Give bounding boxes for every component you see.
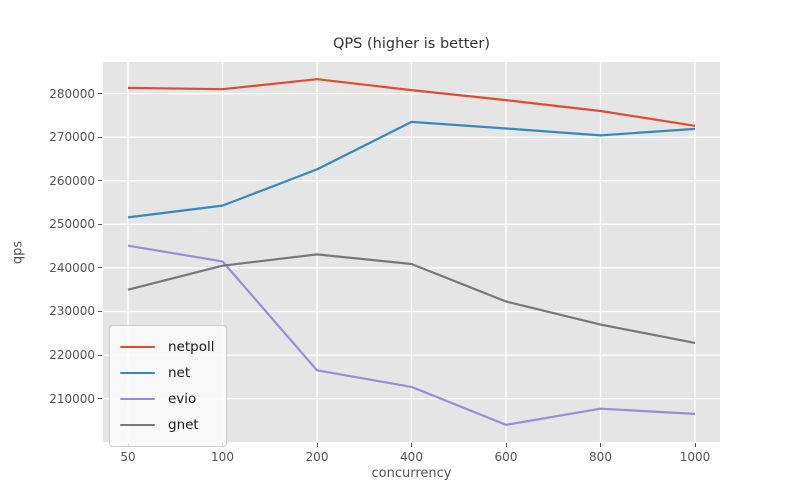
legend-label: evio xyxy=(168,391,197,407)
legend-item-gnet: gnet xyxy=(120,412,226,438)
x-tick-mark xyxy=(316,443,318,447)
legend-label: net xyxy=(168,365,191,381)
y-tick-label: 210000 xyxy=(49,391,95,406)
y-tick-mark xyxy=(98,136,102,138)
legend: netpoll net evio gnet xyxy=(109,325,227,447)
y-tick-label: 250000 xyxy=(49,217,95,232)
x-tick-label: 400 xyxy=(400,450,423,464)
x-tick-mark xyxy=(694,443,696,447)
legend-item-net: net xyxy=(120,360,226,386)
y-tick-label: 270000 xyxy=(49,130,95,145)
y-tick-mark xyxy=(98,223,102,225)
y-tick-label: 260000 xyxy=(49,173,95,188)
x-tick-label: 200 xyxy=(305,450,329,464)
x-tick-mark xyxy=(505,443,507,447)
y-tick-label: 220000 xyxy=(49,348,95,363)
chart-title: QPS (higher is better) xyxy=(333,36,490,52)
y-tick-label: 240000 xyxy=(49,260,95,275)
legend-label: gnet xyxy=(168,417,199,433)
y-tick-label: 280000 xyxy=(49,86,95,101)
series-line-gnet xyxy=(127,253,696,344)
legend-item-netpoll: netpoll xyxy=(120,334,226,360)
legend-line-swatch xyxy=(120,423,155,427)
legend-line-swatch xyxy=(120,345,155,349)
legend-line-swatch xyxy=(120,371,155,375)
series-line-net xyxy=(127,120,696,219)
x-tick-label: 800 xyxy=(589,450,612,464)
legend-line-swatch xyxy=(120,397,155,401)
y-tick-label: 230000 xyxy=(49,304,95,319)
x-tick-label: 600 xyxy=(494,450,518,464)
x-tick-mark xyxy=(600,443,601,447)
y-tick-mark xyxy=(98,310,102,312)
series-line-netpoll xyxy=(127,78,696,127)
x-tick-mark xyxy=(411,443,412,447)
y-tick-mark xyxy=(98,267,102,269)
legend-label: netpoll xyxy=(168,339,215,355)
x-tick-label: 50 xyxy=(120,450,136,464)
x-axis-label: concurrency xyxy=(371,466,452,481)
y-tick-mark xyxy=(98,354,102,356)
y-tick-mark xyxy=(98,93,102,95)
y-tick-mark xyxy=(98,398,102,400)
x-tick-label: 100 xyxy=(211,450,234,464)
plot-canvas xyxy=(103,62,720,442)
legend-item-evio: evio xyxy=(120,386,226,412)
x-tick-label: 1000 xyxy=(679,450,711,464)
series-line-evio xyxy=(127,244,696,426)
y-tick-mark xyxy=(98,180,102,182)
